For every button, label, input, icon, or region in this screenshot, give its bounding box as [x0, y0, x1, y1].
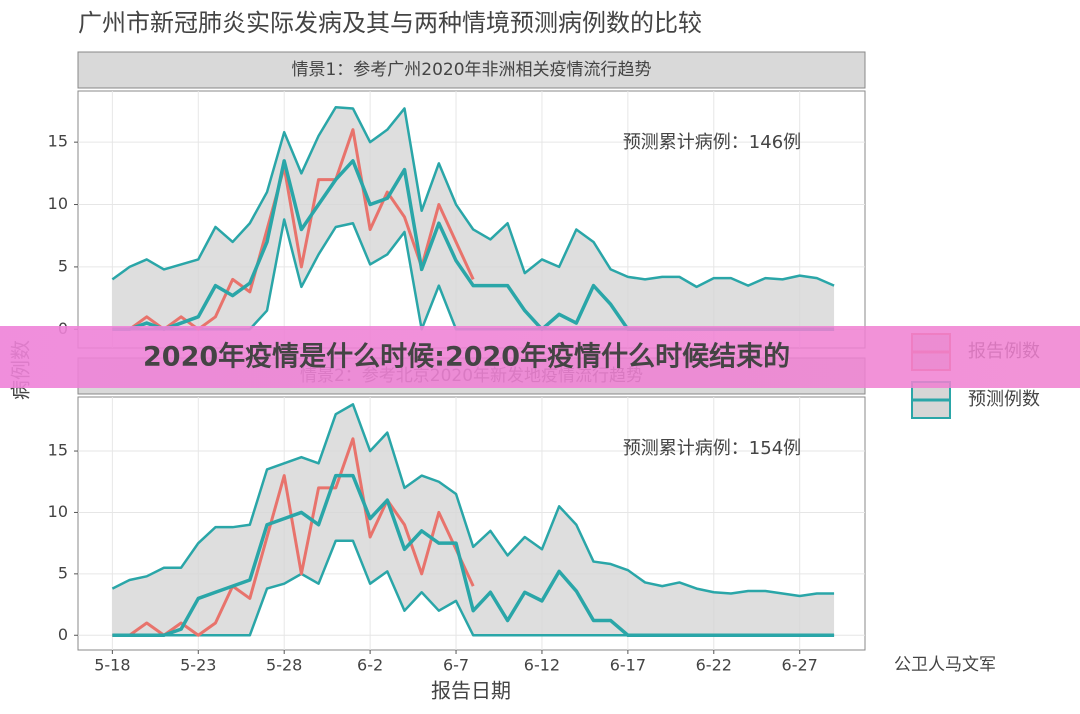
x-axis-label: 报告日期 [431, 679, 511, 703]
x-tick-label: 6-2 [357, 656, 383, 675]
band-upper [111, 403, 835, 598]
y-tick-label: 5 [58, 563, 68, 582]
y-tick-label: 10 [48, 502, 68, 521]
chart-title: 广州市新冠肺炎实际发病及其与两种情境预测病例数的比较 [78, 9, 702, 37]
y-tick-label: 15 [48, 132, 68, 151]
reported-line [112, 437, 475, 637]
banner-text: 2020年疫情是什么时候:2020年疫情什么时候结束的 [143, 341, 790, 373]
reported-line [112, 128, 475, 331]
band [112, 107, 835, 330]
x-tick-label: 5-28 [266, 656, 302, 675]
x-tick-label: 6-17 [610, 656, 646, 675]
annotation: 预测累计病例：146例 [623, 132, 801, 153]
strip-title: 情景1：参考广州2020年非洲相关疫情流行趋势 [291, 60, 651, 80]
y-tick-label: 5 [58, 256, 68, 275]
y-tick-label: 15 [48, 441, 68, 460]
annotation: 预测累计病例：154例 [623, 438, 801, 459]
x-tick-label: 5-23 [180, 656, 216, 675]
watermark: 公卫人马文军 [894, 655, 996, 675]
predicted-line [112, 473, 835, 638]
y-tick-label: 0 [58, 625, 68, 644]
x-tick-label: 6-12 [524, 656, 560, 675]
x-tick-label: 6-7 [443, 656, 469, 675]
band-upper [111, 105, 835, 289]
strip [77, 51, 866, 89]
x-tick-label: 6-27 [782, 656, 818, 675]
y-tick-label: 10 [48, 194, 68, 213]
x-tick-label: 6-22 [696, 656, 732, 675]
x-tick-label: 5-18 [94, 656, 130, 675]
banner [0, 326, 1080, 388]
legend-label: 预测例数 [968, 389, 1040, 410]
